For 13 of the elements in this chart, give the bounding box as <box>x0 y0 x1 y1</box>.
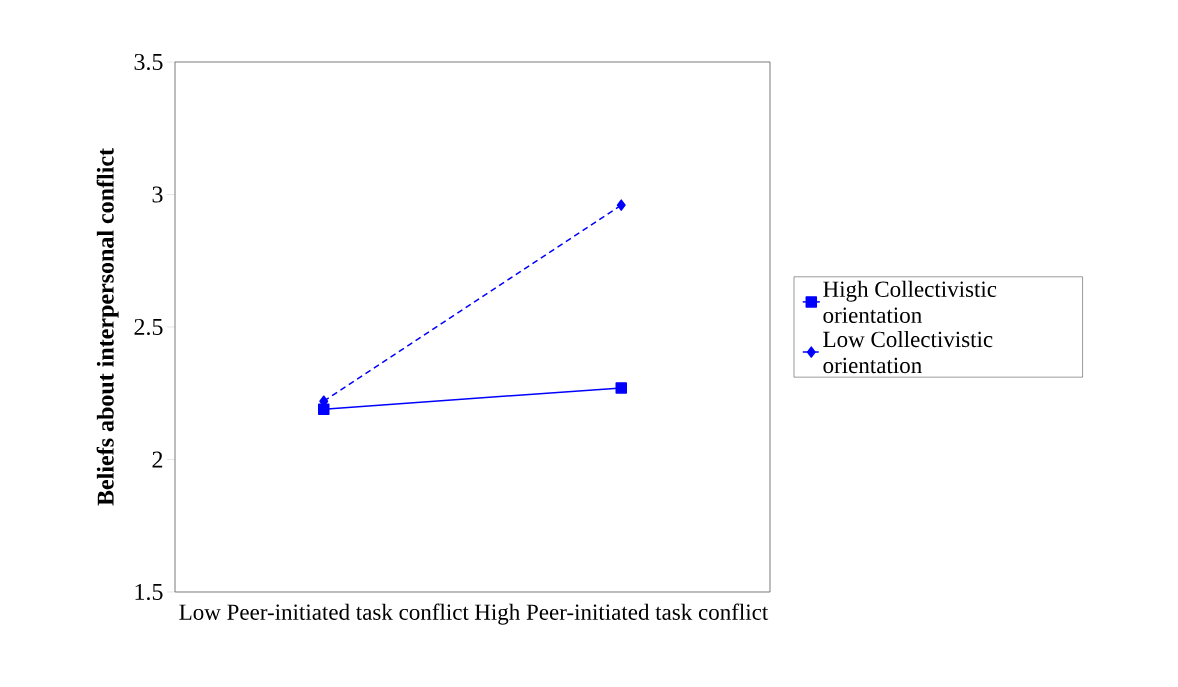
x-tick-label: High Peer-initiated task conflict <box>474 603 769 625</box>
legend-label: High Collectivistic orientation <box>823 280 997 323</box>
y-tick-label: 3.5 <box>134 53 163 71</box>
point <box>616 199 626 211</box>
y-tick-label: 2.5 <box>134 318 163 336</box>
y-tick-label: 3 <box>152 186 163 203</box>
y-tick-label: 2 <box>152 451 163 468</box>
point <box>615 382 627 394</box>
point <box>318 403 330 415</box>
y-tick-label: 1.5 <box>135 583 163 601</box>
x-tick-label: Low Peer-initiated task conflict <box>179 603 469 620</box>
legend-label: Low Collectivistic orientation <box>823 330 993 374</box>
y-axis-title: Beliefs about interpersonal conflict <box>96 148 119 506</box>
